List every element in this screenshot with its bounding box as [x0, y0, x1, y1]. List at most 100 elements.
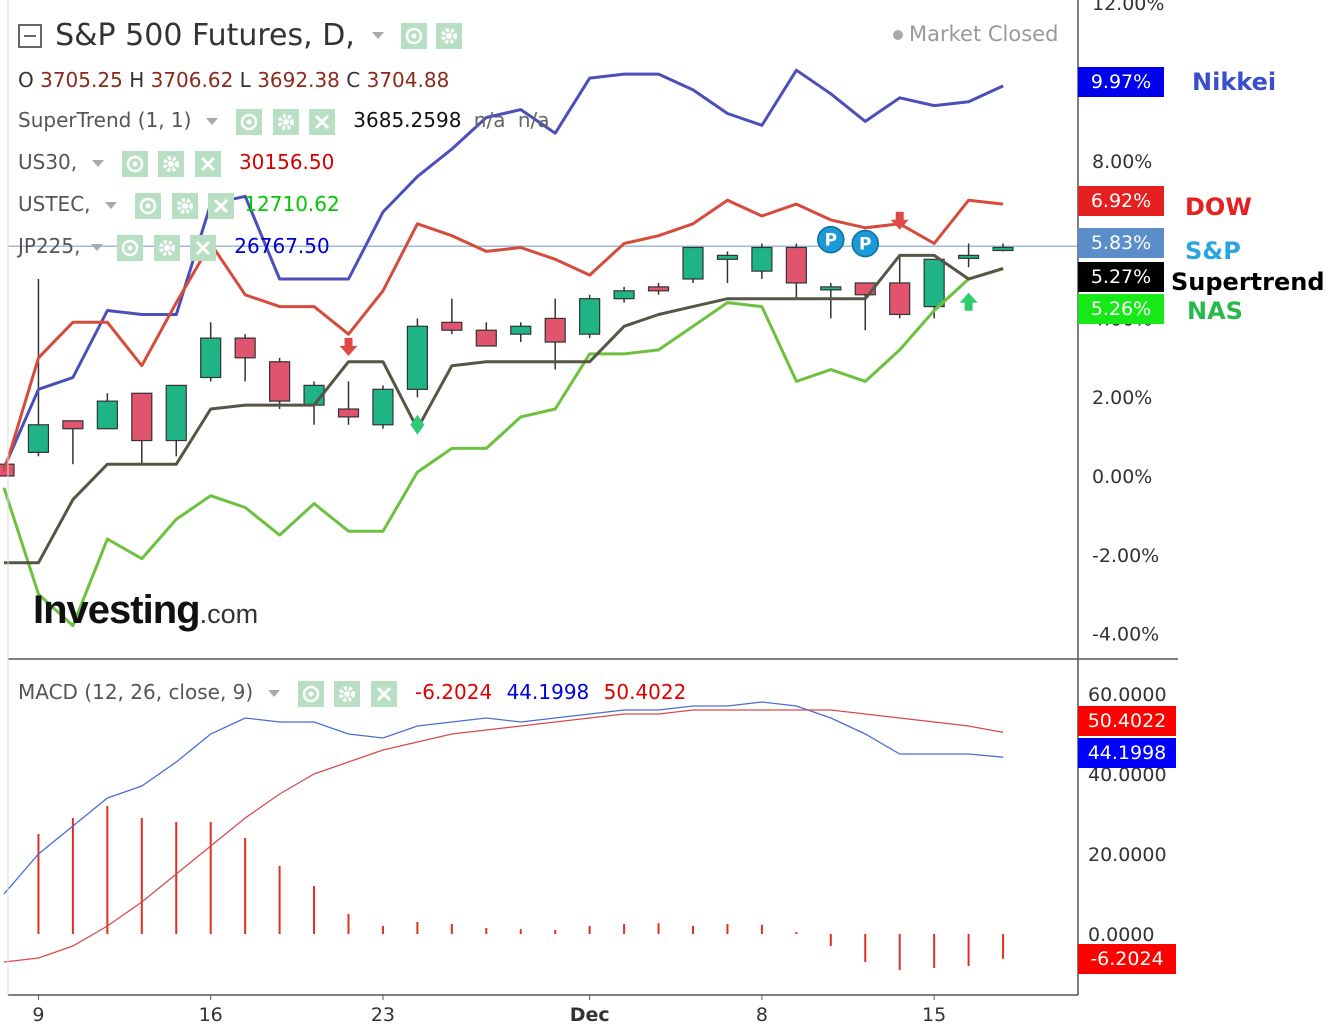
- close-icon[interactable]: [194, 150, 221, 177]
- macd-caret-icon[interactable]: [267, 690, 280, 697]
- candlestick-series: [0, 243, 1014, 477]
- candle-body: [785, 246, 807, 284]
- close-icon[interactable]: [189, 234, 216, 261]
- p-badge-text: P: [859, 235, 871, 255]
- series-line-dow: [2, 198, 1004, 473]
- supertrend-name: Supertrend: [1171, 268, 1325, 296]
- candle-body: [957, 254, 980, 259]
- arrow-up-icon: [959, 292, 978, 311]
- ustec-caret-icon[interactable]: [104, 202, 117, 209]
- x-tick-label: Dec: [570, 1004, 610, 1026]
- eye-icon[interactable]: [117, 234, 144, 261]
- eye-icon[interactable]: [121, 150, 148, 177]
- jp225-legend[interactable]: JP225, 26767.50: [18, 234, 330, 261]
- series-line-nas: [2, 267, 1004, 628]
- candle-body: [406, 325, 428, 390]
- market-status: Market Closed: [893, 22, 1058, 46]
- candle-body: [992, 246, 1014, 252]
- arrow-down-icon: [339, 337, 358, 356]
- ustec-value: 12710.62: [244, 192, 340, 216]
- diamond-icon: [410, 414, 425, 435]
- us30-caret-icon[interactable]: [91, 160, 104, 167]
- nikkei-price-tag: 9.97%: [1078, 67, 1164, 97]
- candle-body: [441, 321, 463, 331]
- y-tick-label: 0.00%: [1092, 466, 1152, 488]
- gear-icon[interactable]: [171, 192, 198, 219]
- candle-body: [647, 286, 670, 292]
- candle-body: [131, 392, 153, 442]
- sp-name: S&P: [1185, 237, 1241, 265]
- supertrend-value: 3685.2598: [353, 108, 462, 132]
- x-tick-label: 16: [199, 1004, 223, 1026]
- x-tick-label: 15: [922, 1004, 946, 1026]
- high-value: 3706.62: [150, 68, 234, 92]
- symbol-header: S&P 500 Futures, D,: [18, 18, 463, 53]
- dow-price-tag: 6.92%: [1078, 186, 1164, 216]
- macd-label[interactable]: MACD (12, 26, close, 9): [18, 680, 254, 704]
- candle-body: [544, 317, 566, 343]
- high-label: H: [129, 68, 145, 92]
- macd-pane: [3, 701, 1005, 970]
- ustec-legend[interactable]: USTEC, 12710.62: [18, 192, 340, 219]
- dow-name: DOW: [1185, 193, 1252, 221]
- close-icon[interactable]: [207, 192, 234, 219]
- visibility-icon[interactable]: [401, 22, 428, 49]
- candle-body: [62, 420, 84, 430]
- eye-icon[interactable]: [135, 192, 162, 219]
- series-line-supertrend: [4, 253, 1004, 565]
- candle-body: [613, 290, 635, 300]
- ustec-label[interactable]: USTEC,: [18, 192, 91, 216]
- x-tick-label: 8: [756, 1004, 768, 1026]
- macd-y-tick-label: 0.0000: [1088, 924, 1154, 946]
- candle-body: [269, 361, 291, 402]
- supertrend-label[interactable]: SuperTrend (1, 1): [18, 108, 192, 132]
- candle-body: [165, 384, 187, 442]
- low-value: 3692.38: [257, 68, 340, 92]
- p-badge-icon: [817, 225, 845, 254]
- macd-legend[interactable]: MACD (12, 26, close, 9) -6.2024 44.1998 …: [18, 680, 686, 707]
- supertrend-caret-icon[interactable]: [205, 118, 218, 125]
- p-badge-text: P: [825, 231, 837, 251]
- supertrend-price-tag: 5.27%: [1078, 262, 1164, 292]
- jp225-value: 26767.50: [234, 234, 330, 258]
- y-tick-label: -2.00%: [1092, 545, 1159, 567]
- eye-icon[interactable]: [297, 680, 324, 707]
- nas-name: NAS: [1187, 297, 1243, 325]
- x-tick-label: 23: [371, 1004, 395, 1026]
- close-label: C: [346, 68, 361, 92]
- macd-hist-tag: -6.2024: [1078, 944, 1176, 974]
- candle-body: [0, 463, 15, 477]
- eye-icon[interactable]: [236, 108, 263, 135]
- close-icon[interactable]: [308, 108, 335, 135]
- symbol-dropdown-caret[interactable]: [371, 32, 384, 39]
- macd-y-tick-label: 40.0000: [1088, 764, 1167, 786]
- us30-value: 30156.50: [238, 150, 335, 174]
- jp225-caret-icon[interactable]: [90, 244, 103, 251]
- us30-label[interactable]: US30,: [18, 150, 78, 174]
- macd-signal-tag: 50.4022: [1078, 706, 1176, 736]
- collapse-icon[interactable]: [18, 23, 42, 48]
- y-tick-label: 8.00%: [1092, 151, 1152, 173]
- jp225-label[interactable]: JP225,: [18, 234, 81, 258]
- candle-body: [200, 337, 222, 379]
- candle-body: [579, 298, 601, 335]
- low-label: L: [239, 68, 251, 92]
- gear-icon[interactable]: [158, 150, 185, 177]
- supertrend-legend[interactable]: SuperTrend (1, 1) 3685.2598 n/a n/a: [18, 108, 549, 135]
- gear-icon[interactable]: [334, 680, 361, 707]
- candle-body: [510, 325, 532, 335]
- symbol-title[interactable]: S&P 500 Futures, D,: [55, 18, 355, 53]
- gear-icon[interactable]: [153, 234, 180, 261]
- candle-body: [923, 258, 945, 308]
- us30-legend[interactable]: US30, 30156.50: [18, 150, 334, 177]
- candle-body: [234, 337, 256, 359]
- gear-icon[interactable]: [272, 108, 299, 135]
- settings-gear-icon[interactable]: [436, 22, 463, 49]
- investing-logo: Investing.com: [33, 588, 258, 633]
- close-value: 3704.88: [366, 68, 450, 92]
- close-icon[interactable]: [370, 680, 397, 707]
- candle-body: [372, 388, 394, 426]
- candle-body: [751, 246, 773, 272]
- open-value: 3705.25: [40, 68, 123, 92]
